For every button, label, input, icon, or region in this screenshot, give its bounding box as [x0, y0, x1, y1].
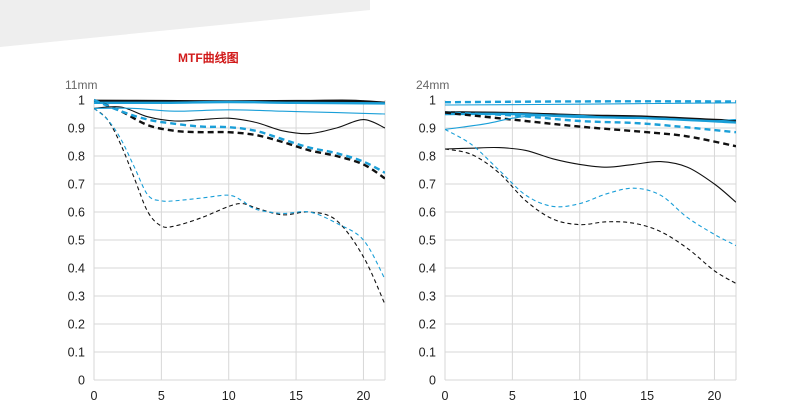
mtf-curve-blue-dashed-thick [445, 100, 736, 104]
mtf-curve-blue-dashed-thin [445, 128, 736, 247]
y-tick-label: 0.4 [68, 262, 85, 276]
mtf-curve-blue-solid-thin [445, 114, 736, 130]
y-tick-label: 0.3 [419, 290, 436, 304]
x-tick-label: 0 [91, 389, 98, 403]
mtf-curve-blue-solid-thin [445, 102, 736, 106]
y-tick-label: 0.2 [419, 318, 436, 332]
x-tick-label: 0 [442, 389, 449, 403]
x-tick-label: 15 [289, 389, 303, 403]
y-tick-label: 0.4 [419, 262, 436, 276]
y-tick-label: 0.8 [419, 150, 436, 164]
y-tick-label: 0.1 [419, 346, 436, 360]
x-tick-label: 5 [158, 389, 165, 403]
y-tick-label: 0.5 [68, 234, 85, 248]
y-tick-label: 0.2 [68, 318, 85, 332]
mtf-curve-blue-solid-thick [94, 100, 385, 105]
x-tick-label: 20 [356, 389, 370, 403]
y-tick-label: 0.6 [68, 206, 85, 220]
mtf-curve-black-dashed-thin [94, 107, 385, 305]
mtf-curve-black-dashed-thin [445, 148, 736, 284]
y-tick-label: 1 [78, 94, 85, 108]
y-tick-label: 1 [429, 94, 436, 108]
page-title: MTF曲线图 [178, 51, 239, 65]
y-tick-label: 0.8 [68, 150, 85, 164]
focal-length-label: 11mm [65, 78, 97, 92]
y-tick-label: 0.9 [68, 122, 85, 136]
y-tick-label: 0.9 [419, 122, 436, 136]
x-tick-label: 5 [509, 389, 516, 403]
y-tick-label: 0 [78, 374, 85, 388]
mtf-curve-blue-dashed-thick [445, 111, 736, 134]
x-tick-label: 20 [707, 389, 721, 403]
mtf-curve-blue-dashed-thick [94, 98, 385, 174]
focal-length-label: 24mm [416, 78, 449, 92]
mtf-curve-black-solid-thin [445, 146, 736, 203]
x-tick-label: 15 [640, 389, 654, 403]
header-decoration [0, 0, 370, 47]
y-tick-label: 0.1 [68, 346, 85, 360]
y-tick-label: 0.5 [419, 234, 436, 248]
x-tick-label: 10 [222, 389, 236, 403]
y-tick-label: 0.7 [68, 178, 85, 192]
y-tick-label: 0.6 [419, 206, 436, 220]
mtf-curve-blue-dashed-thin [94, 107, 385, 280]
y-tick-label: 0.3 [68, 290, 85, 304]
mtf-curve-black-dashed-thick [445, 111, 736, 148]
x-tick-label: 10 [573, 389, 587, 403]
mtf-curve-black-dashed-thick [94, 98, 385, 180]
mtf-curve-black-solid-thin [94, 106, 385, 135]
y-tick-label: 0.7 [419, 178, 436, 192]
mtf-curve-blue-solid-thin [94, 107, 385, 115]
y-tick-label: 0 [429, 374, 436, 388]
